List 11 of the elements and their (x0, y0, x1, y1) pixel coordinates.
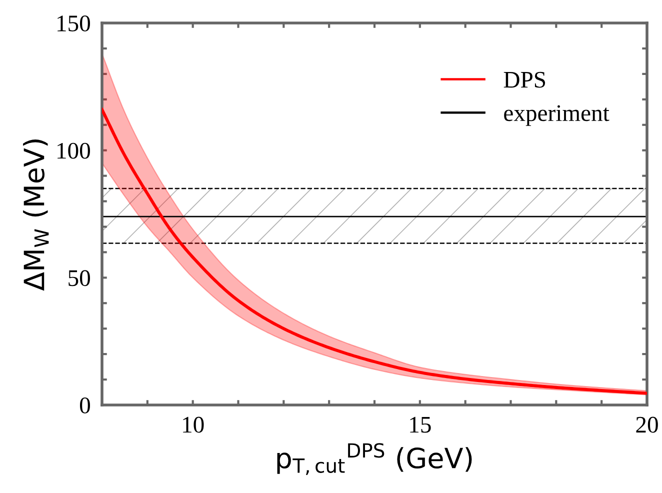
x-axis-title: p$_{T,cut}$$^{DPS}$ (GeV) (277, 443, 472, 475)
y-tick-label: 0 (80, 397, 90, 414)
y-tick-label: 150 (58, 15, 90, 32)
y-axis-title: ΔM$_{W}$ (MeV) (23, 140, 49, 291)
y-tick-label: 50 (68, 270, 90, 286)
x-tick-label: 10 (183, 416, 204, 433)
y-tick-label: 100 (58, 142, 90, 159)
x-tick-label: 15 (410, 416, 431, 433)
legend-label: experiment (504, 105, 610, 126)
legend-label: DPS (504, 72, 546, 88)
x-tick-label: 20 (636, 416, 658, 433)
